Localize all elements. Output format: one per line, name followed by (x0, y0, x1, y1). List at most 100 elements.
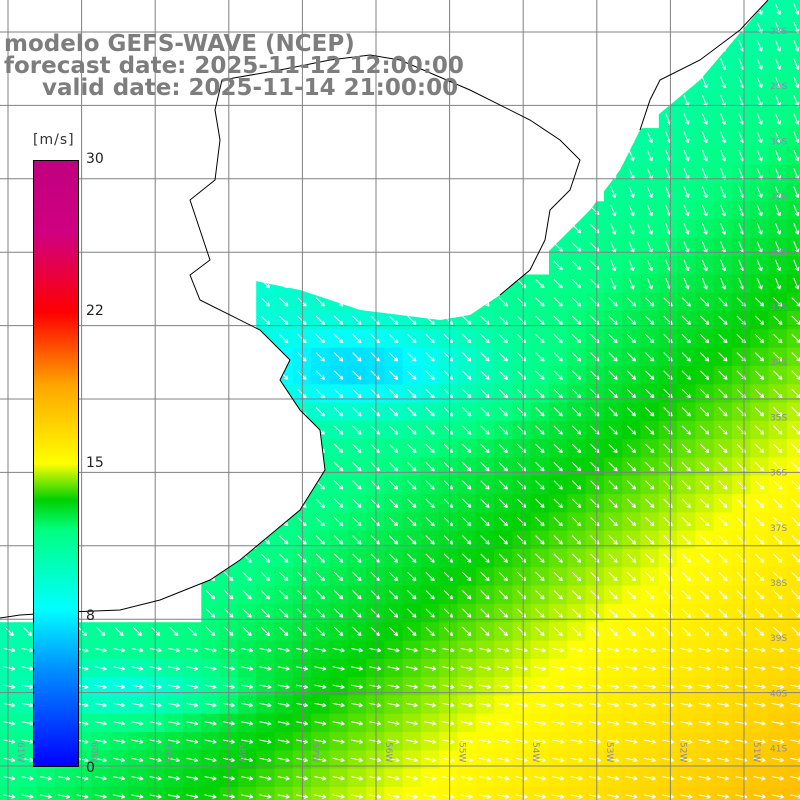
wind-arrow (610, 223, 617, 235)
wind-arrow (626, 388, 637, 399)
wind-arrow (333, 480, 344, 490)
wind-arrow (497, 684, 510, 690)
wind-arrow (462, 388, 472, 399)
wind-arrow (625, 794, 638, 799)
wind-arrow (533, 794, 547, 799)
wind-arrow (699, 388, 710, 399)
wind-arrow (277, 721, 290, 726)
wind-arrow (167, 702, 181, 708)
longitude-label: 52W (677, 742, 687, 762)
wind-arrow (643, 702, 656, 708)
wind-arrow (462, 626, 472, 637)
wind-arrow (387, 776, 400, 781)
wind-arrow (498, 535, 508, 545)
wind-arrow (3, 684, 16, 690)
wind-arrow (425, 553, 435, 563)
wind-arrow (407, 425, 417, 435)
wind-arrow (626, 407, 637, 417)
wind-arrow (388, 608, 399, 618)
wind-arrow (626, 535, 637, 545)
wind-arrow (793, 204, 800, 217)
wind-arrow (773, 370, 783, 380)
wind-arrow (646, 204, 653, 217)
wind-arrow (608, 370, 618, 380)
wind-arrow (515, 647, 528, 653)
wind-arrow (167, 757, 181, 763)
wind-arrow (571, 370, 582, 380)
wind-arrow (754, 370, 765, 380)
wind-arrow (498, 352, 508, 362)
wind-arrow (643, 666, 656, 671)
wind-arrow (259, 739, 272, 744)
wind-arrow (479, 776, 492, 781)
wind-arrow (626, 462, 637, 472)
wind-cell (786, 366, 800, 385)
wind-arrow (407, 480, 417, 490)
wind-arrow (352, 590, 362, 600)
wind-arrow (773, 480, 783, 490)
wind-arrow (259, 794, 272, 799)
wind-arrow (314, 757, 327, 763)
wind-arrow (350, 794, 364, 799)
wind-cell (622, 786, 641, 800)
wind-arrow (552, 702, 565, 708)
wind-arrow (681, 498, 691, 508)
wind-arrow (497, 702, 510, 708)
wind-arrow (516, 315, 527, 325)
wind-arrow (3, 666, 16, 671)
wind-arrow (460, 647, 473, 653)
wind-arrow (608, 388, 618, 399)
wind-cell (786, 585, 800, 605)
wind-arrow (498, 608, 508, 618)
wind-arrow (332, 702, 345, 708)
wind-cell (786, 603, 800, 623)
wind-arrow (716, 666, 730, 671)
wind-arrow (352, 370, 362, 380)
wind-arrow (388, 626, 399, 637)
wind-arrow (131, 666, 144, 671)
wind-cell (786, 494, 800, 513)
wind-cell (786, 439, 800, 458)
wind-arrow (131, 647, 144, 653)
wind-arrow (571, 407, 582, 417)
wind-arrow (460, 739, 473, 744)
wind-arrow (718, 571, 728, 582)
wind-arrow (646, 131, 653, 144)
wind-arrow (626, 443, 637, 454)
wind-arrow (701, 223, 708, 235)
wind-cell (640, 786, 660, 800)
wind-arrow (260, 626, 271, 637)
wind-arrow (279, 553, 289, 563)
wind-cell (786, 164, 800, 184)
wind-arrow (388, 516, 399, 527)
wind-arrow (535, 407, 545, 417)
wind-arrow (387, 684, 400, 690)
wind-arrow (480, 443, 490, 454)
wind-arrow (167, 739, 181, 744)
wind-arrow (424, 739, 437, 744)
wind-arrow (773, 571, 783, 582)
wind-arrow (21, 684, 34, 690)
wind-arrow (480, 608, 490, 618)
wind-arrow (754, 333, 765, 344)
wind-arrow (756, 40, 763, 52)
wind-arrow (132, 626, 142, 637)
wind-arrow (39, 776, 52, 781)
wind-arrow (94, 794, 107, 799)
wind-arrow (608, 315, 618, 325)
wind-arrow (350, 684, 364, 690)
wind-arrow (553, 590, 563, 600)
wind-arrow (701, 277, 708, 290)
wind-arrow (242, 626, 252, 637)
wind-arrow (498, 370, 508, 380)
wind-arrow (58, 794, 71, 799)
wind-arrow (204, 721, 217, 726)
wind-arrow (753, 702, 766, 708)
wind-arrow (21, 757, 34, 763)
wind-arrow (681, 370, 691, 380)
wind-cell (786, 311, 800, 330)
wind-arrow (570, 794, 583, 799)
wind-arrow (680, 647, 693, 653)
wind-arrow (753, 757, 766, 763)
longitude-label: 56W (383, 742, 393, 762)
